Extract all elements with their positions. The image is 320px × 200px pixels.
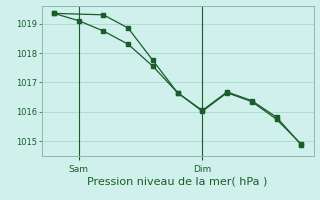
X-axis label: Pression niveau de la mer( hPa ): Pression niveau de la mer( hPa ) — [87, 177, 268, 187]
